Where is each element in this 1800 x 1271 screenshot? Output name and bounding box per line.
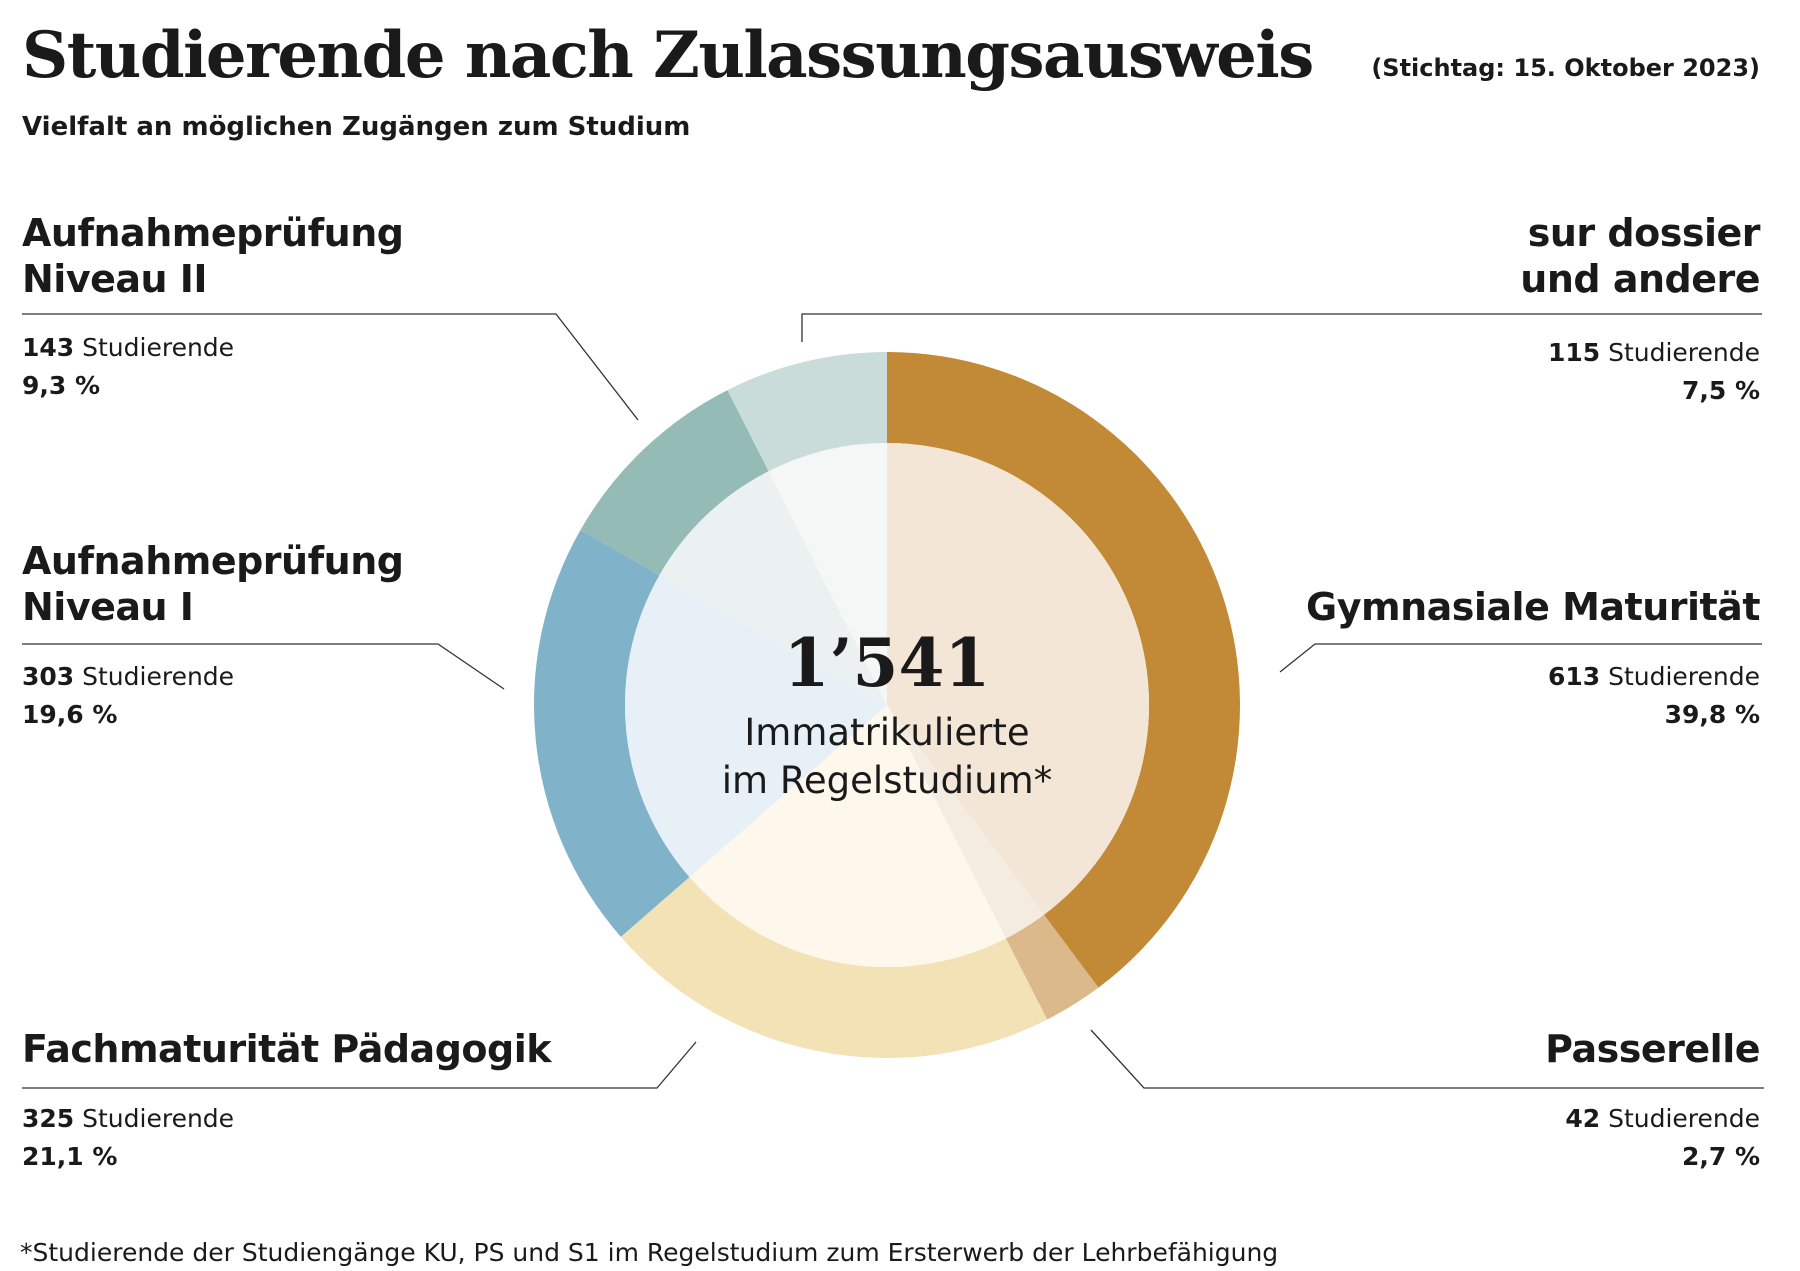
label-percent-sur-dossier: 7,5 % — [1681, 376, 1760, 405]
leader-line-aufnahmepruefung-niveau-1 — [22, 643, 505, 690]
footnote: *Studierende der Studiengänge KU, PS und… — [20, 1238, 1279, 1267]
label-percent-aufnahmepruefung-niveau-1: 19,6 % — [22, 700, 118, 729]
ring-slice-gymnasiale-maturitaet — [887, 352, 1240, 988]
leader-line-passerelle — [1090, 1029, 1764, 1089]
pie-slice-sur-dossier — [768, 443, 887, 705]
label-title-line: Gymnasiale Maturität — [1306, 585, 1760, 629]
label-count-suffix: Studierende — [1600, 662, 1760, 691]
label-count-fachmaturitaet-paedagogik: 325 Studierende — [22, 1104, 234, 1133]
center-total: 1’541 — [784, 624, 991, 702]
center-label-line1: Immatrikulierte — [744, 711, 1029, 754]
label-count-value: 325 — [22, 1104, 75, 1133]
ring-slice-sur-dossier — [727, 352, 887, 472]
label-title-fachmaturitaet-paedagogik: Fachmaturität Pädagogik — [22, 1026, 552, 1072]
label-count-suffix: Studierende — [74, 662, 235, 691]
leader-line-fachmaturitaet-paedagogik — [22, 1041, 697, 1089]
ring-slice-fachmaturitaet-paedagogik — [620, 877, 1048, 1058]
label-count-passerelle: 42 Studierende — [1565, 1104, 1760, 1133]
ring-slice-passerelle — [1005, 914, 1099, 1020]
label-count-suffix: Studierende — [1600, 1104, 1760, 1133]
leader-lines — [22, 313, 1764, 1089]
pie-slice-aufnahmepruefung-niveau-2 — [659, 471, 887, 705]
leader-line-aufnahmepruefung-niveau-2 — [22, 313, 639, 421]
label-count-suffix: Studierende — [74, 1104, 235, 1133]
reference-date: (Stichtag: 15. Oktober 2023) — [1371, 54, 1760, 82]
label-count-suffix: Studierende — [74, 333, 235, 362]
label-title-aufnahmepruefung-niveau-2: Aufnahmeprüfung Niveau II — [22, 210, 404, 302]
label-title-passerelle: Passerelle — [1545, 1026, 1760, 1072]
leader-line-gymnasiale-maturitaet — [1279, 643, 1762, 673]
center-label-line2: im Regelstudium* — [722, 759, 1052, 802]
inner-pie — [625, 443, 1149, 968]
leader-line-sur-dossier — [801, 313, 1762, 342]
label-count-gymnasiale-maturitaet: 613 Studierende — [1548, 662, 1760, 691]
outer-ring — [534, 352, 1240, 1058]
pie-slice-fachmaturitaet-paedagogik — [689, 705, 1006, 968]
label-count-sur-dossier: 115 Studierende — [1548, 338, 1760, 367]
label-title-line: sur dossier — [1527, 211, 1761, 255]
ring-slice-aufnahmepruefung-niveau-1 — [534, 529, 690, 937]
label-percent-aufnahmepruefung-niveau-2: 9,3 % — [22, 371, 101, 400]
label-count-value: 613 — [1547, 662, 1601, 691]
label-title-sur-dossier: sur dossier und andere — [1520, 210, 1760, 302]
page-subtitle: Vielfalt an möglichen Zugängen zum Studi… — [22, 112, 691, 142]
label-count-value: 42 — [1565, 1104, 1601, 1133]
label-title-aufnahmepruefung-niveau-1: Aufnahmeprüfung Niveau I — [22, 538, 404, 630]
label-count-value: 303 — [22, 662, 75, 691]
label-percent-passerelle: 2,7 % — [1681, 1142, 1760, 1171]
label-title-line: Passerelle — [1545, 1027, 1760, 1071]
ring-slice-aufnahmepruefung-niveau-2 — [580, 390, 769, 576]
label-title-line: und andere — [1520, 257, 1760, 301]
label-title-gymnasiale-maturitaet: Gymnasiale Maturität — [1306, 584, 1760, 630]
label-count-suffix: Studierende — [1600, 338, 1760, 367]
label-title-line: Niveau II — [22, 257, 208, 301]
label-title-line: Aufnahmeprüfung — [22, 539, 404, 583]
label-count-aufnahmepruefung-niveau-2: 143 Studierende — [22, 333, 234, 362]
label-count-value: 143 — [22, 333, 75, 362]
page-title: Studierende nach Zulassungsausweis — [22, 18, 1314, 93]
label-title-line: Aufnahmeprüfung — [22, 211, 404, 255]
label-title-line: Niveau I — [22, 585, 194, 629]
label-title-line: Fachmaturität Pädagogik — [22, 1027, 552, 1071]
pie-slice-gymnasiale-maturitaet — [887, 443, 1149, 915]
pie-slice-aufnahmepruefung-niveau-1 — [625, 575, 887, 878]
pie-slice-passerelle — [887, 705, 1044, 939]
label-count-value: 115 — [1547, 338, 1601, 367]
label-count-aufnahmepruefung-niveau-1: 303 Studierende — [22, 662, 234, 691]
label-percent-fachmaturitaet-paedagogik: 21,1 % — [22, 1142, 118, 1171]
label-percent-gymnasiale-maturitaet: 39,8 % — [1664, 700, 1760, 729]
